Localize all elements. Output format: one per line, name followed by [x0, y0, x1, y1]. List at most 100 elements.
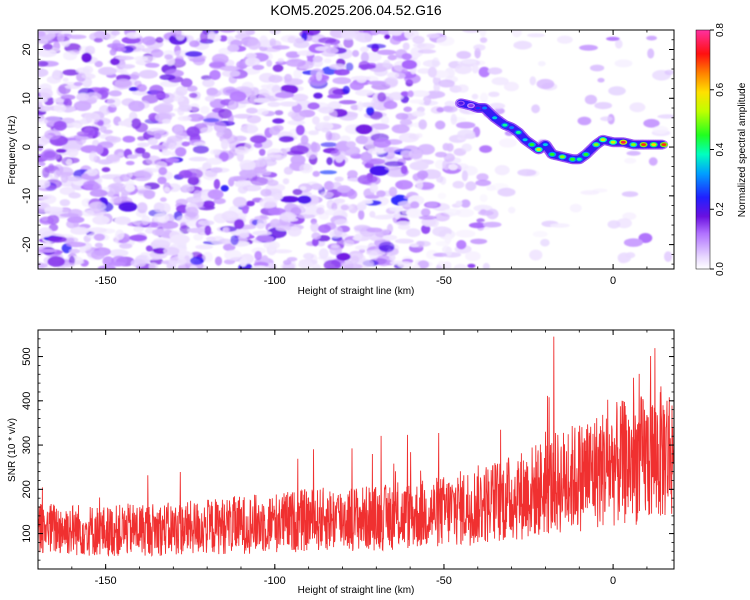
heat-cell — [119, 174, 131, 182]
heat-cell — [176, 215, 191, 224]
heat-cell — [357, 201, 367, 211]
heat-cell — [160, 197, 167, 202]
heat-cell — [625, 252, 636, 259]
y-tick-label: 200 — [21, 480, 33, 498]
heat-cell — [450, 113, 457, 125]
heat-cell — [119, 64, 136, 69]
heat-cell — [435, 151, 447, 158]
heat-cell — [81, 73, 96, 80]
heat-cell — [106, 97, 121, 108]
heat-cell — [209, 149, 221, 156]
heat-cell — [455, 208, 474, 218]
heat-cell — [284, 78, 304, 86]
heat-cell — [258, 148, 266, 156]
heat-cell — [323, 58, 332, 64]
heat-cell — [436, 175, 444, 183]
heat-cell — [378, 241, 395, 253]
heat-cell — [473, 204, 493, 212]
heat-cell — [468, 222, 487, 229]
spectrogram-frame — [37, 29, 675, 270]
heat-cell — [107, 190, 115, 197]
heat-cell — [247, 123, 258, 135]
heat-cell — [190, 256, 204, 265]
ridge-peak — [583, 152, 589, 156]
heat-cell — [83, 112, 101, 123]
heat-cell — [92, 215, 110, 225]
x-tick-label: -100 — [264, 275, 286, 287]
heat-cell — [86, 168, 99, 177]
heat-cell — [52, 69, 61, 79]
heat-cell — [326, 157, 333, 166]
heat-cell — [579, 44, 598, 51]
heat-cell — [227, 113, 234, 125]
heat-cell — [369, 183, 379, 194]
heat-cell — [236, 30, 250, 36]
heat-cell — [181, 184, 195, 193]
heat-cell — [206, 87, 218, 96]
heat-cell — [283, 166, 294, 175]
heat-cell — [213, 198, 226, 205]
heat-cell — [39, 216, 54, 225]
heat-cell — [250, 135, 267, 144]
heat-cell — [141, 152, 151, 159]
heat-cell — [409, 99, 425, 104]
heat-cell — [318, 248, 329, 259]
heat-cell — [295, 124, 305, 136]
heat-cell — [44, 129, 62, 140]
heat-cell — [383, 59, 391, 68]
heat-cell — [39, 88, 53, 99]
heat-cell — [287, 111, 296, 118]
heat-cell — [557, 35, 573, 44]
heat-cell — [62, 69, 79, 76]
ridge-peak — [630, 143, 636, 147]
heat-cell — [138, 69, 158, 79]
snr-panel: -150 -100 -50 0 100 200 300 400 500 Height of s… — [7, 329, 675, 596]
heat-cell — [125, 32, 141, 39]
heat-cell — [471, 93, 479, 100]
heat-cell — [149, 84, 164, 95]
heat-cell — [315, 122, 334, 131]
heat-cell — [299, 163, 313, 174]
heat-cell — [159, 74, 176, 81]
heat-cell — [434, 212, 450, 222]
heat-cell — [48, 223, 59, 232]
heat-cell — [135, 185, 151, 191]
heat-cell — [44, 206, 64, 212]
heat-cell — [435, 120, 446, 130]
heat-cell — [198, 220, 215, 226]
heat-cell — [406, 228, 421, 238]
heat-cell — [376, 49, 397, 55]
heat-cell — [101, 167, 111, 173]
heat-cell — [252, 64, 265, 71]
heat-cell — [145, 62, 160, 68]
heat-cell — [38, 30, 46, 37]
heat-cell — [608, 86, 626, 96]
heat-cell — [629, 102, 646, 113]
heat-cell — [187, 85, 198, 92]
ridge-peak — [651, 143, 657, 147]
heat-cell — [271, 45, 290, 50]
heat-cell — [384, 166, 400, 171]
heat-cell — [157, 102, 174, 111]
heat-cell — [45, 30, 63, 34]
heat-cell — [136, 202, 148, 214]
heat-cell — [550, 223, 570, 228]
heat-cell — [239, 232, 250, 239]
heat-cell — [384, 161, 404, 167]
heat-cell — [303, 252, 314, 260]
heat-cell — [455, 229, 476, 238]
heat-cell — [53, 103, 67, 113]
heat-cell — [93, 37, 104, 43]
heat-cell — [38, 227, 53, 238]
heat-cell — [171, 30, 182, 38]
colorbar-tick-label: 0.8 — [715, 23, 726, 37]
heat-cell — [252, 230, 272, 236]
heat-cell — [177, 115, 192, 122]
heat-cell — [154, 132, 162, 140]
heat-cell — [175, 147, 187, 157]
heat-cell — [227, 44, 240, 52]
heat-cell — [479, 92, 489, 103]
heat-cell — [453, 263, 468, 269]
heat-cell — [91, 130, 101, 138]
